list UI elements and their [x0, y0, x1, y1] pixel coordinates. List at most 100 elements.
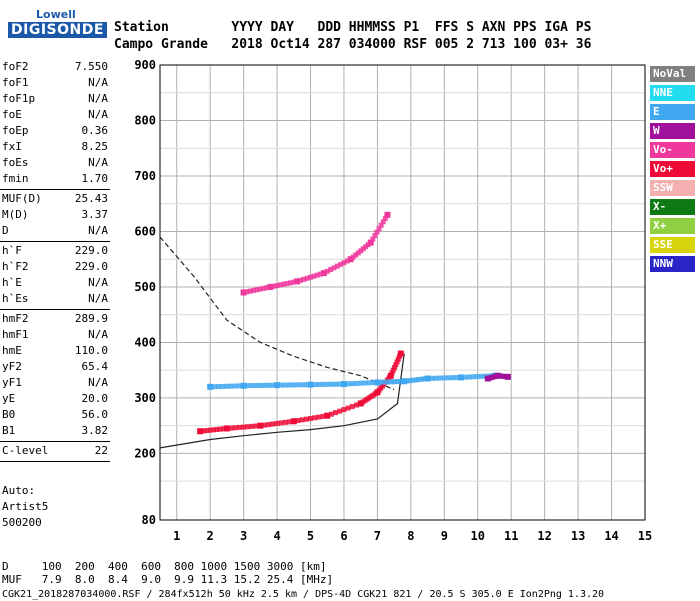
param-value: 1.70 [81, 172, 109, 185]
trace-point [479, 373, 485, 379]
trace-point [262, 422, 268, 428]
trace-point [318, 271, 324, 277]
param-name: M(D) [2, 208, 29, 221]
trace-point [274, 283, 280, 289]
param-value: N/A [88, 92, 108, 105]
separator [0, 461, 110, 462]
trace-point [407, 378, 413, 384]
trace-point [393, 362, 399, 368]
data-point [324, 412, 331, 419]
trace-point [282, 382, 288, 388]
param-hmf1: hmF1 N/A [2, 328, 108, 342]
trace-point [232, 383, 238, 389]
trace-point [341, 407, 347, 413]
trace-point [312, 415, 318, 421]
param-name: MUF(D) [2, 192, 42, 205]
trace-point [471, 374, 477, 380]
x-tick-label: 6 [340, 529, 347, 543]
param-value: 56.0 [81, 408, 109, 421]
digisonde-logo: Lowell DIGISONDE [2, 4, 107, 46]
param-name: C-level [2, 444, 49, 457]
param-name: foEp [2, 124, 29, 137]
trace-point [345, 405, 351, 411]
x-tick-label: 4 [273, 529, 280, 543]
data-point [367, 239, 374, 246]
trace-point [311, 273, 317, 279]
trace-point [441, 375, 447, 381]
param-name: B0 [2, 408, 16, 421]
trace-point [295, 418, 301, 424]
trace-point [284, 280, 290, 286]
param-ye: yE 20.0 [2, 392, 108, 406]
trace-point [236, 424, 242, 430]
trace-point [337, 381, 343, 387]
legend-item-ssw: SSW [650, 180, 695, 196]
param-clevel: C-level 22 [2, 444, 108, 458]
trace-point [262, 382, 268, 388]
trace-point [388, 379, 394, 385]
trace-point [404, 378, 410, 384]
trace-point [363, 244, 369, 250]
legend-item-nnw: NNW [650, 256, 695, 272]
trace-point [366, 380, 372, 386]
y-tick-label: 700 [134, 169, 156, 183]
x-tick-label: 5 [307, 529, 314, 543]
trace-point [391, 379, 397, 385]
trace-point [410, 377, 416, 383]
trace-point [249, 423, 255, 429]
param-fxi: fxI 8.25 [2, 140, 108, 154]
trace-point [360, 246, 366, 252]
footer-distance: D 100 200 400 600 800 1000 1500 3000 [km… [2, 560, 327, 573]
legend-item-nne: NNE [650, 85, 695, 101]
legend-item-x-: X+ [650, 218, 695, 234]
param-value: N/A [88, 328, 108, 341]
param-name: foF1p [2, 92, 36, 105]
x-tick-label: 11 [504, 529, 518, 543]
muf-curve [159, 236, 395, 391]
param-hf2: h`F2 229.0 [2, 260, 108, 274]
legend-item-vo-: Vo- [650, 142, 695, 158]
separator [0, 189, 110, 190]
trace-point [320, 413, 326, 419]
trace-point [328, 267, 334, 273]
param-foes: foEs N/A [2, 156, 108, 170]
trace-point [376, 226, 382, 232]
x-tick-label: 3 [240, 529, 247, 543]
param-hme: hmE 110.0 [2, 344, 108, 358]
trace-point [249, 383, 255, 389]
trace-point [445, 375, 451, 381]
data-point [307, 381, 314, 388]
param-name: foE [2, 108, 22, 121]
trace-point [419, 376, 425, 382]
param-value: N/A [88, 156, 108, 169]
param-name: B1 [2, 424, 16, 437]
param-hes: h`Es N/A [2, 292, 108, 306]
param-name: D [2, 224, 9, 237]
trace-point [350, 254, 356, 260]
param-fmin: fmin 1.70 [2, 172, 108, 186]
trace-point [299, 417, 305, 423]
trace-point [295, 382, 301, 388]
trace-point [301, 276, 307, 282]
trace-point [378, 222, 384, 228]
auto-label: Auto: [2, 484, 36, 497]
data-point [320, 270, 327, 277]
trace-point [281, 281, 287, 287]
trace-point [245, 383, 251, 389]
data-point [340, 381, 347, 388]
separator [0, 309, 110, 310]
x-tick-label: 14 [604, 529, 618, 543]
trace-point [382, 215, 388, 221]
trace-point [345, 381, 351, 387]
param-md: M(D) 3.37 [2, 208, 108, 222]
trace-point [413, 377, 419, 383]
param-name: hmE [2, 344, 22, 357]
trace-point [241, 424, 247, 430]
trace-point [270, 382, 276, 388]
param-value: 20.0 [81, 392, 109, 405]
trace-point [261, 285, 267, 291]
param-value: 65.4 [81, 360, 109, 373]
x-tick-label: 1 [173, 529, 180, 543]
trace-point [304, 275, 310, 281]
